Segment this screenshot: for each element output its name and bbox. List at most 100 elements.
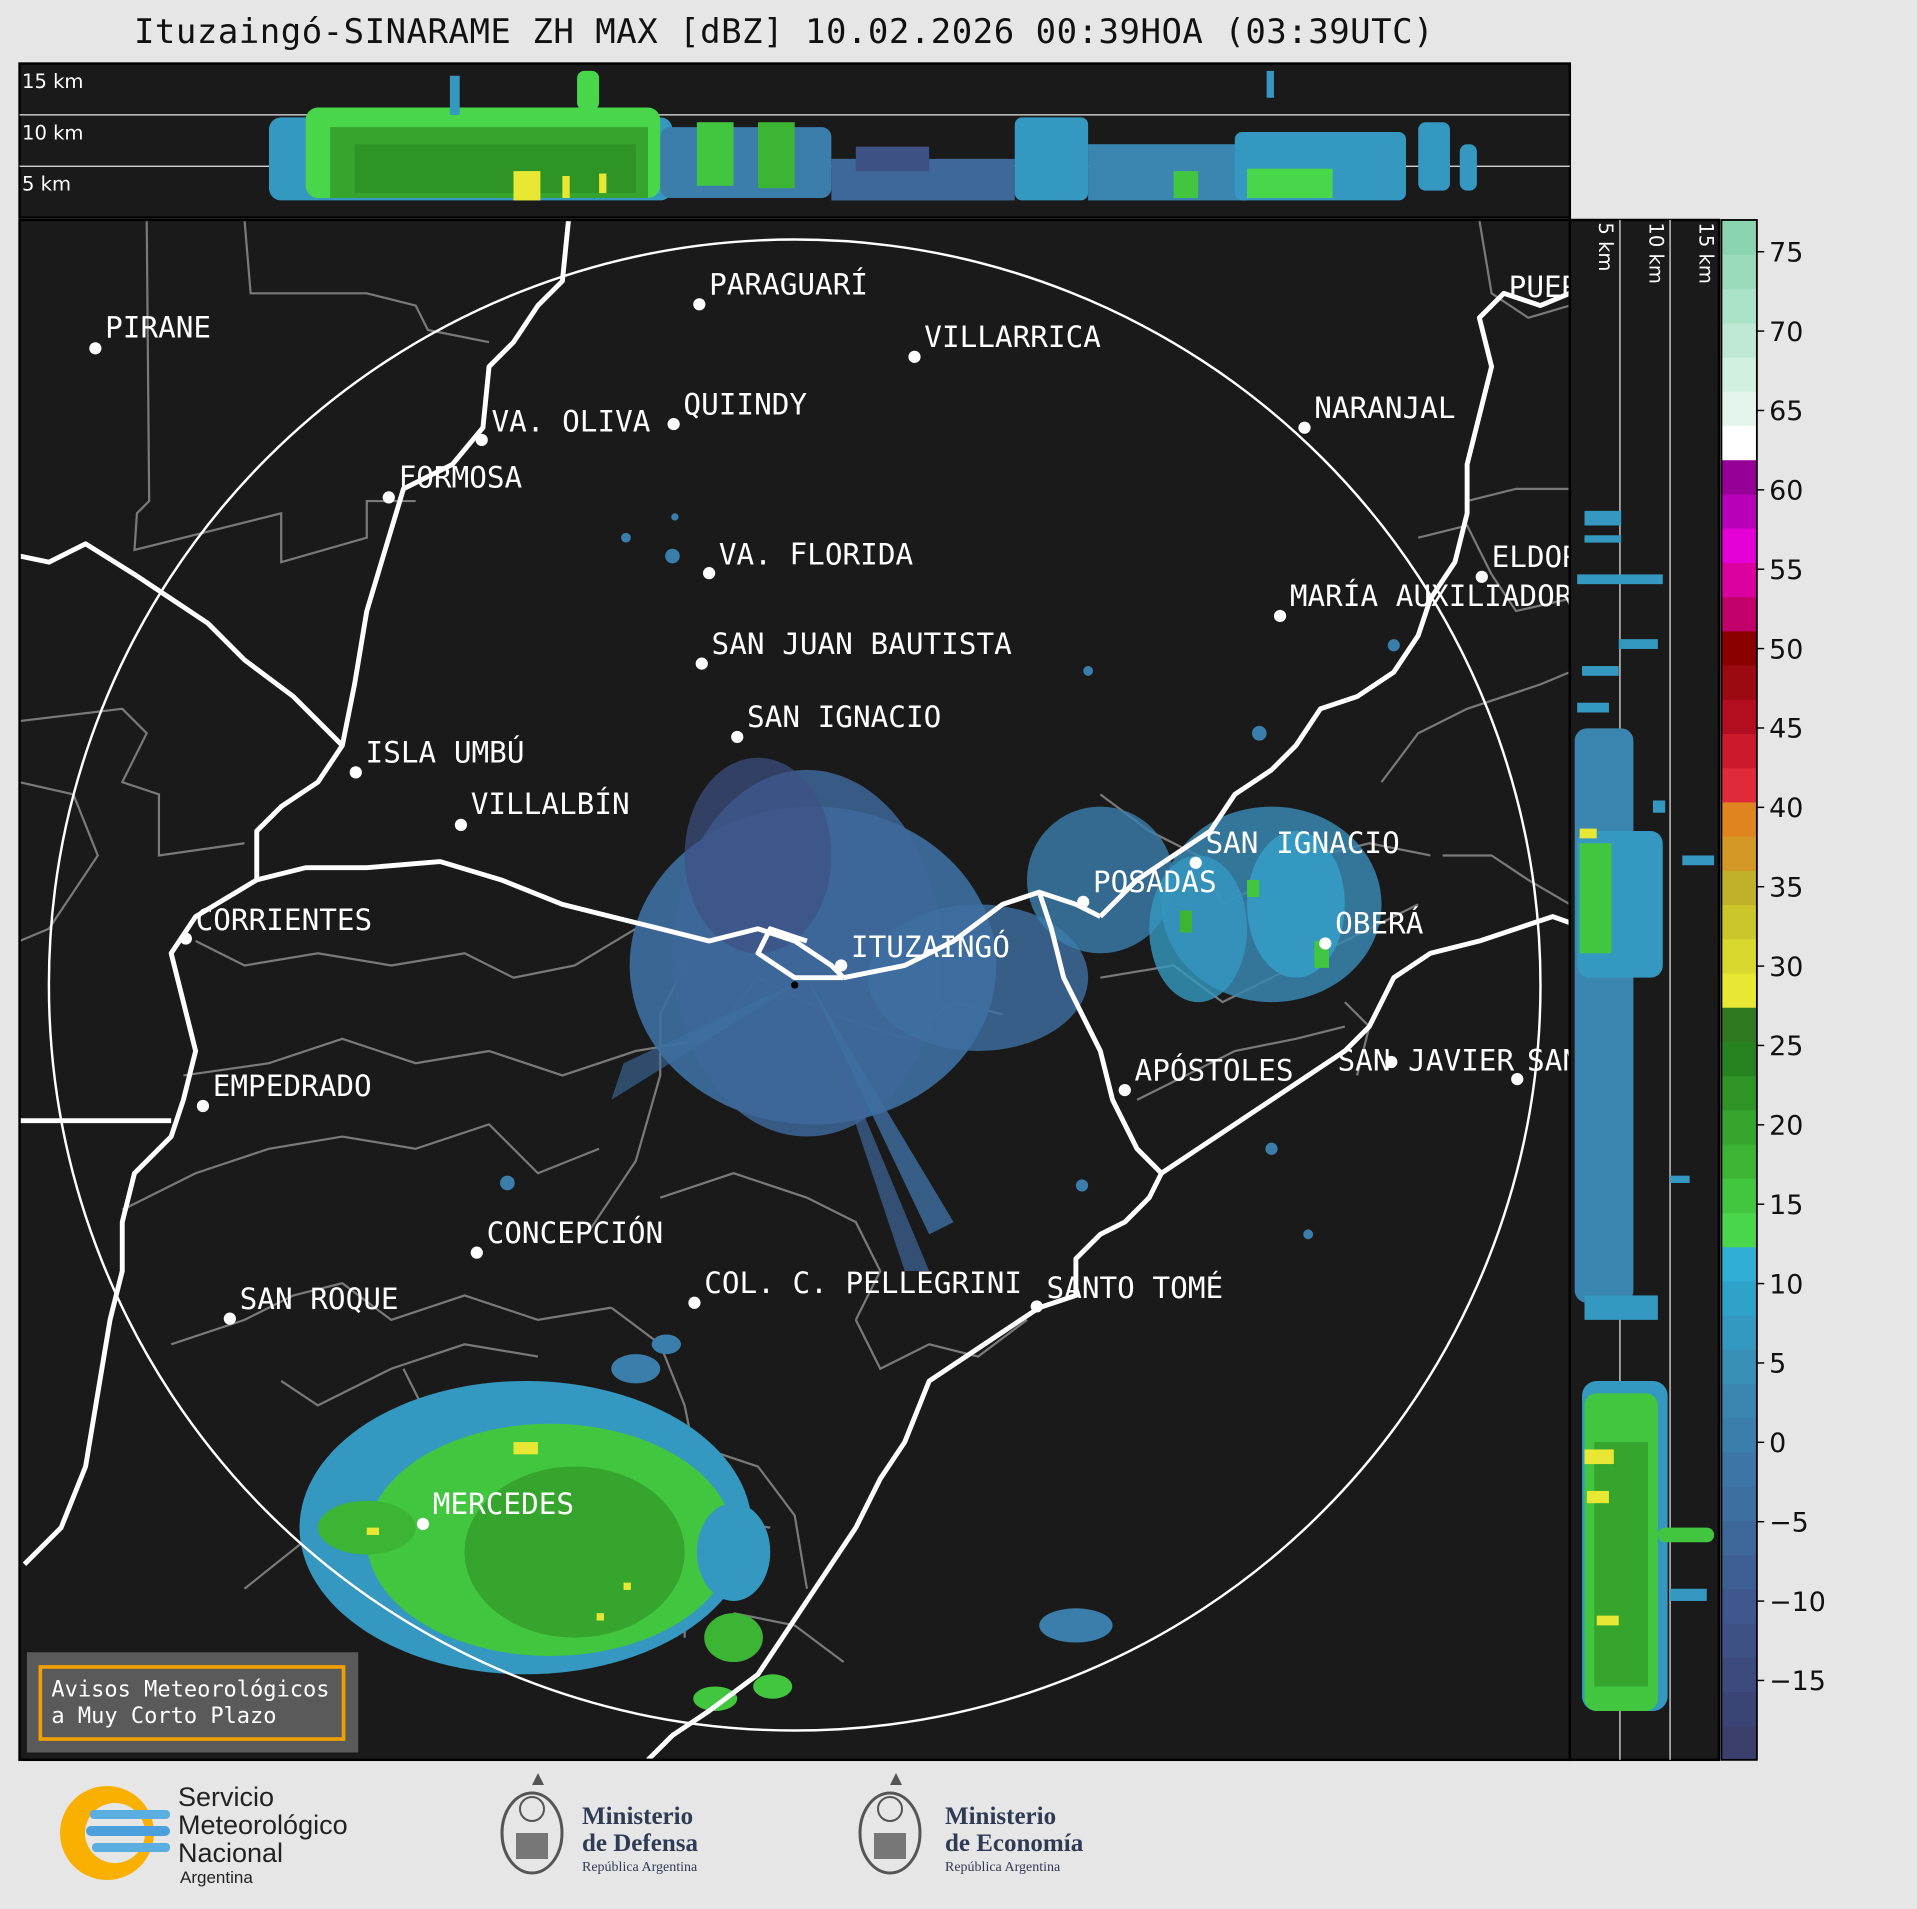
colorbar-cell bbox=[1721, 1178, 1757, 1214]
svg-text:MARÍA AUXILIADOR: MARÍA AUXILIADOR bbox=[1290, 578, 1573, 613]
svg-text:SANTO TOMÉ: SANTO TOMÉ bbox=[1047, 1270, 1224, 1305]
colorbar-tick-label: 75 bbox=[1769, 238, 1803, 269]
colorbar-cell bbox=[1721, 1314, 1757, 1350]
colorbar-tick-label: 25 bbox=[1769, 1031, 1803, 1062]
colorbar-tick-label: 20 bbox=[1769, 1111, 1803, 1142]
colorbar-cell bbox=[1721, 1691, 1757, 1727]
right-alt-label-10km: 10 km bbox=[1644, 222, 1667, 283]
city-maria-auxiliador: MARÍA AUXILIADOR bbox=[1273, 578, 1573, 623]
economia-line3: República Argentina bbox=[945, 1860, 1061, 1875]
svg-text:VILLALBÍN: VILLALBÍN bbox=[471, 786, 630, 821]
defensa-line2: de Defensa bbox=[582, 1830, 698, 1857]
colorbar-cell bbox=[1721, 219, 1757, 255]
warning-box[interactable]: Avisos Meteorológicos a Muy Corto Plazo bbox=[26, 1652, 359, 1753]
colorbar-cell bbox=[1721, 1007, 1757, 1042]
colorbar-tick-label: 40 bbox=[1769, 793, 1803, 824]
svg-text:FORMOSA: FORMOSA bbox=[399, 461, 523, 495]
svg-text:PUER: PUER bbox=[1509, 270, 1580, 304]
smn-line3: Nacional bbox=[178, 1838, 283, 1868]
colorbar-cell bbox=[1721, 1520, 1757, 1556]
svg-text:APÓSTOLES: APÓSTOLES bbox=[1135, 1051, 1294, 1087]
top-cross-section-panel: 15 km 10 km 5 km bbox=[18, 62, 1572, 219]
colorbar-cell bbox=[1721, 254, 1757, 290]
colorbar-cell bbox=[1721, 1280, 1757, 1316]
city-paraguari: PARAGUARÍ bbox=[693, 267, 868, 311]
colorbar-cells bbox=[1721, 219, 1757, 1761]
svg-text:VA. OLIVA: VA. OLIVA bbox=[491, 404, 650, 438]
city-quiindy: QUIINDY bbox=[667, 387, 807, 431]
colorbar-cell bbox=[1721, 1246, 1757, 1282]
colorbar-cell bbox=[1721, 322, 1757, 358]
colorbar-cell bbox=[1721, 1622, 1757, 1658]
city-san-ignacio-ar: SAN IGNACIO bbox=[1189, 826, 1400, 869]
ministerio-economia-logo: Ministerio de Economía República Argenti… bbox=[858, 1773, 1084, 1875]
svg-text:VILLARRICA: VILLARRICA bbox=[924, 320, 1101, 354]
colorbar-cell bbox=[1721, 1486, 1757, 1522]
svg-text:QUIINDY: QUIINDY bbox=[683, 387, 807, 421]
colorbar-tick-label: 35 bbox=[1769, 872, 1803, 903]
svg-text:CONCEPCIÓN: CONCEPCIÓN bbox=[487, 1214, 664, 1250]
colorbar-tick-label: 15 bbox=[1769, 1190, 1803, 1221]
colorbar-cell bbox=[1721, 356, 1757, 392]
city-pirane: PIRANE bbox=[89, 310, 211, 355]
colorbar-tick-label: 65 bbox=[1769, 396, 1803, 427]
right-cross-section-panel: 5 km 10 km 15 km bbox=[1568, 218, 1721, 1762]
top-alt-label-10km: 10 km bbox=[22, 121, 83, 144]
svg-text:ELDOR: ELDOR bbox=[1492, 540, 1581, 574]
right-echo-profile bbox=[1574, 510, 1715, 1711]
colorbar-cell bbox=[1721, 1554, 1757, 1590]
smn-line1: Servicio bbox=[178, 1782, 274, 1812]
svg-text:VA. FLORIDA: VA. FLORIDA bbox=[719, 538, 914, 572]
colorbar-cell bbox=[1721, 1075, 1757, 1111]
city-corrientes: CORRIENTES bbox=[179, 903, 372, 945]
radar-site-marker bbox=[791, 981, 799, 989]
colorbar-cell bbox=[1721, 459, 1757, 495]
colorbar-cell bbox=[1721, 630, 1757, 666]
colorbar-cell bbox=[1721, 1417, 1757, 1453]
logo-footer: Servicio Meteorológico Nacional Argentin… bbox=[60, 1773, 1084, 1887]
svg-text:NARANJAL: NARANJAL bbox=[1314, 391, 1455, 425]
colorbar-cell bbox=[1721, 904, 1757, 940]
defensa-line1: Ministerio bbox=[582, 1803, 693, 1830]
smn-line4: Argentina bbox=[180, 1868, 253, 1887]
economia-line2: de Economía bbox=[945, 1830, 1084, 1857]
city-san-ignacio-py: SAN IGNACIO bbox=[731, 700, 941, 744]
top-alt-label-15km: 15 km bbox=[22, 70, 83, 93]
colorbar-tick-label: 70 bbox=[1769, 317, 1803, 348]
colorbar-cell bbox=[1721, 1725, 1757, 1761]
city-ituzaingo: ITUZAINGÓ bbox=[835, 928, 1010, 972]
city-labels: PIRANE PARAGUARÍ VILLARRICA QUIINDY VA. … bbox=[89, 267, 1580, 1531]
colorbar-tick-label: 5 bbox=[1769, 1349, 1786, 1380]
colorbar-cell bbox=[1721, 733, 1757, 769]
city-formosa: FORMOSA bbox=[382, 461, 523, 504]
colorbar-tick-label: 30 bbox=[1769, 952, 1803, 983]
warning-box-line1: Avisos Meteorológicos bbox=[51, 1677, 329, 1702]
colorbar-cell bbox=[1721, 1212, 1757, 1248]
colorbar-cell bbox=[1721, 1143, 1757, 1179]
svg-text:EMPEDRADO: EMPEDRADO bbox=[213, 1069, 372, 1103]
city-obera: OBERÁ bbox=[1319, 906, 1424, 950]
colorbar-cell bbox=[1721, 1109, 1757, 1145]
colorbar-cell bbox=[1721, 767, 1757, 803]
city-villarrica: VILLARRICA bbox=[908, 320, 1101, 363]
svg-text:COL. C. PELLEGRINI: COL. C. PELLEGRINI bbox=[704, 1266, 1022, 1300]
svg-text:SAN JAVIER: SAN JAVIER bbox=[1338, 1044, 1515, 1078]
svg-text:POSADAS: POSADAS bbox=[1093, 865, 1217, 899]
svg-text:PIRANE: PIRANE bbox=[105, 310, 211, 344]
colorbar-tick-label: −15 bbox=[1769, 1666, 1826, 1697]
coat-of-arms-icon bbox=[500, 1773, 564, 1875]
colorbar-cell bbox=[1721, 391, 1757, 427]
city-villalbin: VILLALBÍN bbox=[454, 786, 630, 832]
city-posadas: POSADAS bbox=[1077, 865, 1217, 909]
city-san-roque: SAN ROQUE bbox=[223, 1282, 399, 1325]
colorbar-tick-label: 50 bbox=[1769, 634, 1803, 665]
city-eldor: ELDOR bbox=[1475, 540, 1581, 583]
city-mercedes: MERCEDES bbox=[416, 1487, 574, 1531]
city-concepcion: CONCEPCIÓN bbox=[470, 1214, 664, 1259]
warning-box-line2: a Muy Corto Plazo bbox=[51, 1704, 276, 1729]
colorbar-cell bbox=[1721, 562, 1757, 598]
ministerio-defensa-logo: Ministerio de Defensa República Argentin… bbox=[500, 1773, 698, 1875]
colorbar-cell bbox=[1721, 596, 1757, 632]
